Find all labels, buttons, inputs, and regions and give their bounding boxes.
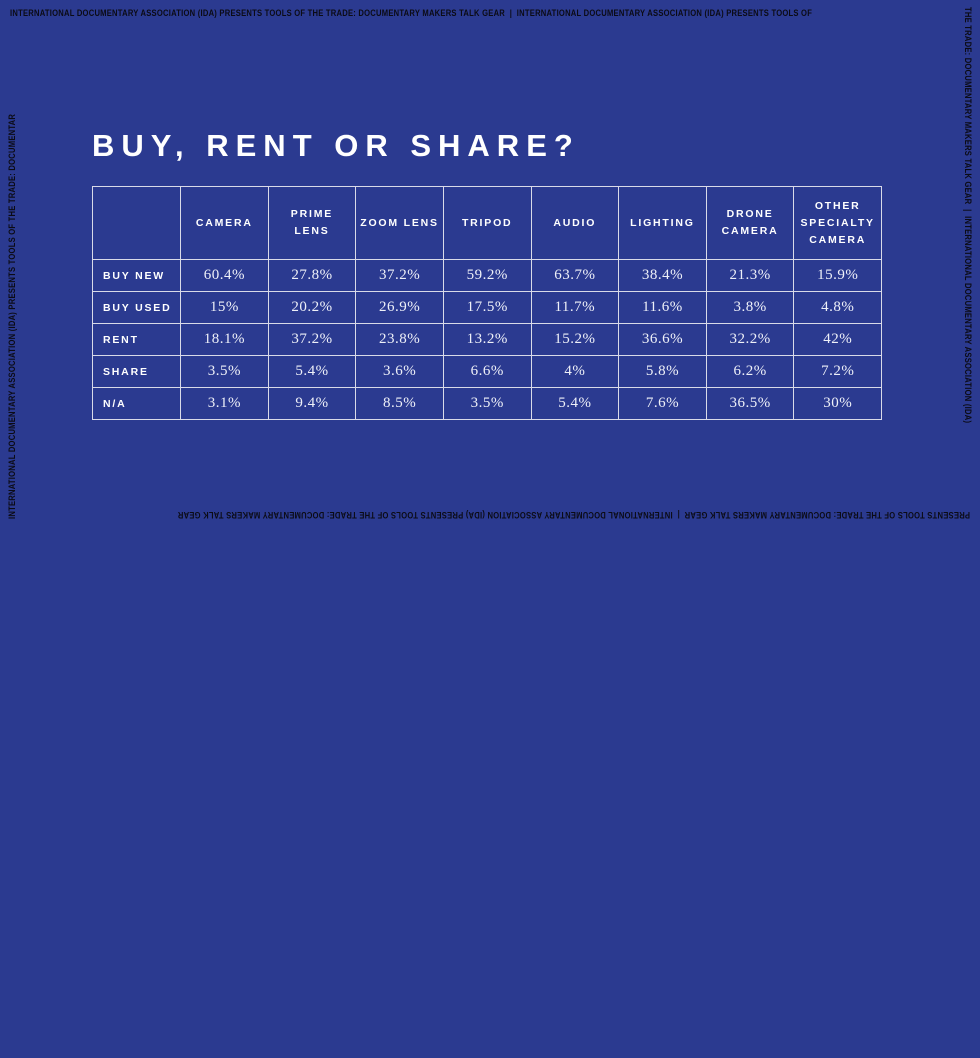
table-body: BUY NEW 60.4% 27.8% 37.2% 59.2% 63.7% 38.4% 21.… <box>92 259 882 420</box>
table-cell: 6.2% <box>705 355 795 388</box>
table-cell: 15.9% <box>793 259 882 292</box>
table-row: RENT 18.1% 37.2% 23.8% 13.2% 15.2% 36.6% 32.2% 4… <box>92 323 882 356</box>
table-cell: 15.2% <box>530 323 620 356</box>
table-cell: 37.2% <box>355 259 444 292</box>
border-text-right: THE TRADE: DOCUMENTARY MAKERS TALK GEAR … <box>961 7 973 1058</box>
table-cell: 30% <box>793 387 882 420</box>
table-cell: 36.6% <box>618 323 707 356</box>
table-cell: 8.5% <box>355 387 444 420</box>
border-text-top-label: INTERNATIONAL DOCUMENTARY ASSOCIATION (I… <box>10 8 813 19</box>
table-cell: 27.8% <box>267 259 357 292</box>
table-cell: 21.3% <box>705 259 795 292</box>
border-text-left-label: INTERNATIONAL DOCUMENTARY ASSOCIATION (I… <box>7 113 18 519</box>
table-cell: 4% <box>530 355 620 388</box>
column-header: CAMERA <box>180 186 269 260</box>
table-cell: 11.7% <box>530 291 620 324</box>
table-row: N/A 3.1% 9.4% 8.5% 3.5% 5.4% 7.6% 36.5% 30% <box>92 387 882 420</box>
infographic-page: { "border_text": { "top": "INTERNATIONAL… <box>0 0 980 520</box>
table-cell: 59.2% <box>442 259 532 292</box>
table-row: BUY NEW 60.4% 27.8% 37.2% 59.2% 63.7% 38.4% 21.… <box>92 259 882 292</box>
table-cell: 32.2% <box>705 323 795 356</box>
table-cell: 3.1% <box>180 387 269 420</box>
border-text-bottom: PRESENTS TOOLS OF THE TRADE: DOCUMENTARY… <box>0 508 970 520</box>
table-cell: 4.8% <box>793 291 882 324</box>
table-row: SHARE 3.5% 5.4% 3.6% 6.6% 4% 5.8% 6.2% 7.2% <box>92 355 882 388</box>
table-cell: 7.6% <box>618 387 707 420</box>
table-cell: 3.5% <box>180 355 269 388</box>
border-text-bottom-label: PRESENTS TOOLS OF THE TRADE: DOCUMENTARY… <box>177 509 970 520</box>
column-header: ZOOM LENS <box>355 186 444 260</box>
table-cell: 63.7% <box>530 259 620 292</box>
table-header-row: CAMERA PRIME LENS ZOOM LENS TRIPOD AUDIO LIGH… <box>92 186 882 260</box>
column-header: AUDIO <box>530 186 620 260</box>
row-label: SHARE <box>92 355 181 388</box>
table-cell: 20.2% <box>267 291 357 324</box>
column-header: DRONE CAMERA <box>705 186 795 260</box>
table-cell: 3.5% <box>442 387 532 420</box>
table-cell: 7.2% <box>793 355 882 388</box>
column-header: TRIPOD <box>442 186 532 260</box>
table-cell: 9.4% <box>267 387 357 420</box>
table-cell: 36.5% <box>705 387 795 420</box>
table-cell: 5.4% <box>267 355 357 388</box>
table-cell: 13.2% <box>442 323 532 356</box>
table-cell: 37.2% <box>267 323 357 356</box>
border-text-right-label: THE TRADE: DOCUMENTARY MAKERS TALK GEAR … <box>962 7 973 424</box>
table-cell: 38.4% <box>618 259 707 292</box>
table-cell: 3.6% <box>355 355 444 388</box>
table-cell: 42% <box>793 323 882 356</box>
gear-table-container: CAMERA PRIME LENS ZOOM LENS TRIPOD AUDIO LIGH… <box>92 186 882 420</box>
gear-table: CAMERA PRIME LENS ZOOM LENS TRIPOD AUDIO LIGH… <box>92 186 882 420</box>
table-cell: 18.1% <box>180 323 269 356</box>
row-label: RENT <box>92 323 181 356</box>
table-cell: 60.4% <box>180 259 269 292</box>
row-label: BUY USED <box>92 291 181 324</box>
table-cell: 15% <box>180 291 269 324</box>
table-cell: 5.4% <box>530 387 620 420</box>
table-row: BUY USED 15% 20.2% 26.9% 17.5% 11.7% 11.6% 3.8%… <box>92 291 882 324</box>
border-text-top: INTERNATIONAL DOCUMENTARY ASSOCIATION (I… <box>10 8 980 20</box>
table-cell: 5.8% <box>618 355 707 388</box>
row-label: BUY NEW <box>92 259 181 292</box>
table-cell: 11.6% <box>618 291 707 324</box>
table-cell: 26.9% <box>355 291 444 324</box>
table-cell: 23.8% <box>355 323 444 356</box>
table-cell: 3.8% <box>705 291 795 324</box>
column-header: OTHER SPECIALTY CAMERA <box>793 186 882 260</box>
corner-cell <box>92 186 181 260</box>
column-header: PRIME LENS <box>267 186 357 260</box>
column-header: LIGHTING <box>618 186 707 260</box>
table-cell: 6.6% <box>442 355 532 388</box>
page-title: BUY, RENT OR SHARE? <box>92 127 580 163</box>
row-label: N/A <box>92 387 181 420</box>
table-cell: 17.5% <box>442 291 532 324</box>
border-text-left: INTERNATIONAL DOCUMENTARY ASSOCIATION (I… <box>7 0 19 519</box>
